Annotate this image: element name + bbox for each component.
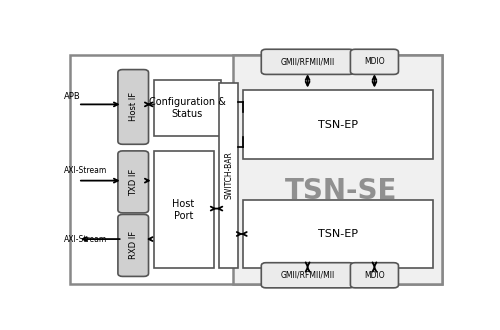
Text: GMII/RFMII/MII: GMII/RFMII/MII [280, 271, 334, 280]
Text: Configuration &
Status: Configuration & Status [149, 97, 226, 119]
FancyBboxPatch shape [118, 214, 148, 277]
Text: APB: APB [64, 92, 81, 101]
Text: SWITCH-BAR: SWITCH-BAR [224, 151, 233, 199]
Bar [154, 80, 222, 136]
Bar [154, 151, 214, 268]
Text: RXD IF: RXD IF [128, 231, 138, 259]
FancyBboxPatch shape [262, 263, 354, 288]
FancyBboxPatch shape [118, 151, 148, 213]
Text: MDIO: MDIO [364, 271, 385, 280]
Text: TSN-EP: TSN-EP [318, 229, 358, 239]
Bar [233, 55, 442, 283]
Text: TSN-EP: TSN-EP [318, 120, 358, 130]
Bar [242, 200, 432, 268]
Bar [242, 90, 432, 159]
Text: MDIO: MDIO [364, 57, 385, 66]
FancyBboxPatch shape [350, 49, 399, 74]
Text: AXI-Stream: AXI-Stream [64, 166, 108, 175]
Bar [220, 83, 238, 268]
Text: Host IF: Host IF [128, 92, 138, 121]
FancyBboxPatch shape [262, 49, 354, 74]
Text: AXI-Stream: AXI-Stream [64, 235, 108, 244]
Text: GMII/RFMII/MII: GMII/RFMII/MII [280, 57, 334, 66]
FancyBboxPatch shape [350, 263, 399, 288]
Text: TXD IF: TXD IF [128, 168, 138, 195]
Text: TSN-SE: TSN-SE [286, 177, 398, 205]
Text: Host
Port: Host Port [172, 199, 195, 221]
FancyBboxPatch shape [118, 70, 148, 144]
